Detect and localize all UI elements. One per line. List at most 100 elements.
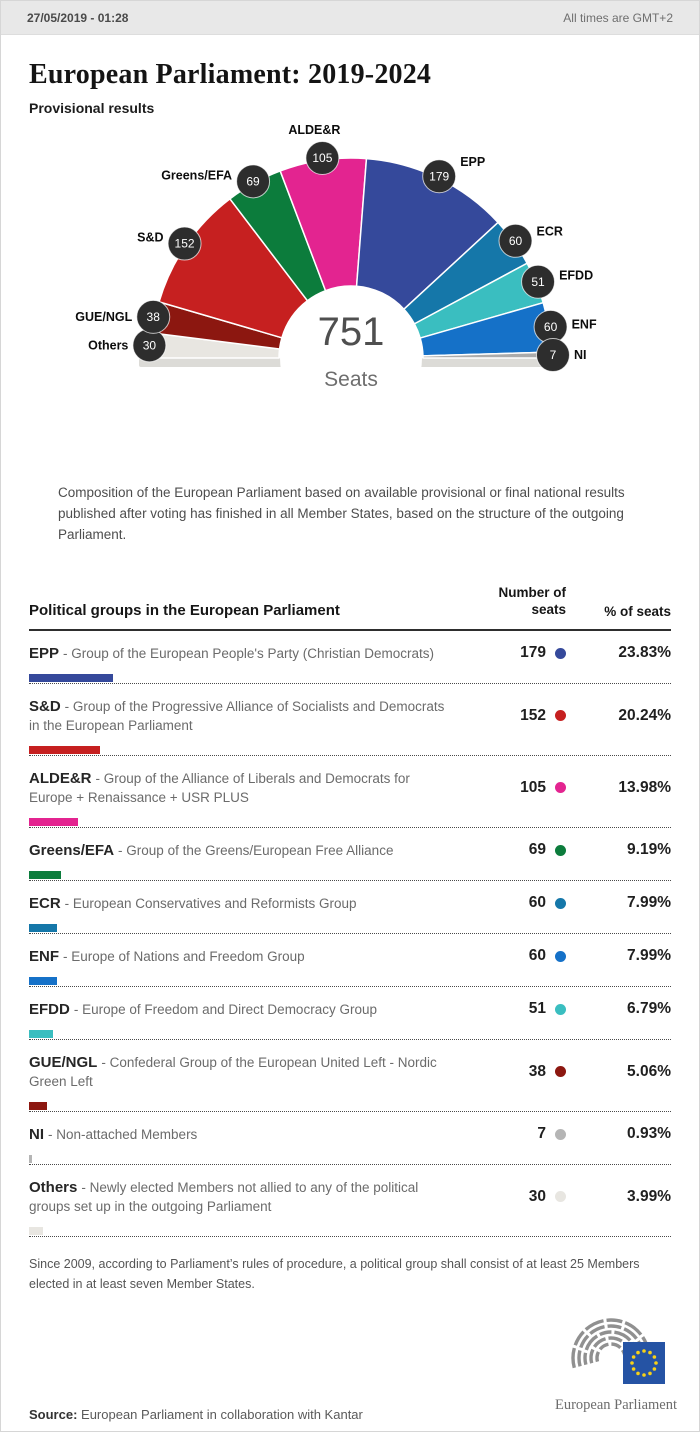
eu-star-icon <box>636 1371 640 1375</box>
col-header-groups: Political groups in the European Parliam… <box>29 601 340 619</box>
group-color-dot <box>555 1128 566 1140</box>
group-abbr: ALDE&R <box>29 769 92 787</box>
chart-badge-efdd <box>521 264 556 299</box>
group-color-dot <box>555 950 566 962</box>
group-abbr: ECR <box>29 894 61 912</box>
eu-star-icon <box>642 1348 646 1353</box>
table-row: Greens/EFA - Group of the Greens/European… <box>29 828 671 881</box>
group-percent: 23.83% <box>618 644 671 662</box>
group-color-dot <box>555 647 566 659</box>
group-color-dot <box>555 1191 566 1203</box>
table-row: ALDE&R - Group of the Alliance of Liberal… <box>29 756 671 828</box>
timezone-text: All times are GMT+2 <box>563 10 673 25</box>
group-description: - Confederal Group of the European Unite… <box>29 1054 437 1089</box>
chart-label-epp: EPP <box>460 155 485 169</box>
group-description: - Group of the Progressive Alliance of S… <box>29 698 445 733</box>
chart-label-gue-ngl: GUE/NGL <box>75 310 132 324</box>
group-description: - Group of the Greens/European Free Alli… <box>118 842 394 858</box>
group-color-dot <box>555 897 566 909</box>
ep-logo: European Parliament <box>555 1312 677 1414</box>
ep-logo-graphic <box>571 1318 665 1384</box>
hemicycle-chart: 30 Others 38 GUE/NGL 152 S&D 69 Greens/EFA 105 AL… <box>75 123 597 418</box>
table-row: ENF - Europe of Nations and Freedom Group… <box>29 934 671 987</box>
group-color-dot <box>555 844 566 856</box>
group-bar <box>29 976 58 985</box>
group-abbr: ENF <box>29 947 59 965</box>
chart-badge-value-greens-efa: 69 <box>246 175 260 189</box>
source-label: Source: <box>29 1406 78 1422</box>
chart-badge-value-epp: 179 <box>429 169 449 183</box>
chart-badge-value-efdd: 51 <box>531 275 545 289</box>
group-bar <box>29 673 114 682</box>
table-row: EPP - Group of the European People's Part… <box>29 631 671 684</box>
chart-label-alde-r: ALDE&R <box>288 123 340 137</box>
chart-inner-circle <box>280 287 422 418</box>
group-abbr: Greens/EFA <box>29 841 115 859</box>
chart-label-ecr: ECR <box>537 224 563 238</box>
group-abbr: NI <box>29 1125 44 1143</box>
group-seats: 179 <box>520 644 546 662</box>
wedge-epp <box>355 157 499 310</box>
chart-badge-greens-efa <box>236 164 271 199</box>
table-row: Others - Newly elected Members not allied… <box>29 1165 671 1237</box>
group-abbr: EPP <box>29 644 60 662</box>
page-subtitle: Provisional results <box>29 100 155 116</box>
group-description: - Group of the European People's Party (… <box>63 645 435 661</box>
group-bar <box>29 745 101 754</box>
source-text: European Parliament in collaboration wit… <box>81 1406 363 1422</box>
table-row: NI - Non-attached Members 7 0.93% <box>29 1112 671 1165</box>
chart-badge-value-ni: 7 <box>550 348 557 362</box>
european-parliament-wordmark: European Parliament <box>555 1396 677 1413</box>
group-color-dot <box>555 782 566 794</box>
chart-label-others: Others <box>88 338 128 352</box>
chart-badge-value-others: 30 <box>143 339 157 353</box>
col-header-seats: Number of seats <box>498 585 567 617</box>
datetime-text: 27/05/2019 - 01:28 <box>27 10 129 25</box>
group-seats: 30 <box>528 1187 546 1205</box>
group-description: - European Conservatives and Reformists … <box>64 895 357 911</box>
group-abbr: EFDD <box>29 1000 70 1018</box>
group-percent: 0.93% <box>627 1125 671 1143</box>
chart-badge-value-s-d: 152 <box>175 237 195 251</box>
group-bar <box>29 1154 33 1163</box>
chart-badge-epp <box>422 159 457 194</box>
group-percent: 7.99% <box>627 894 671 912</box>
eu-stars-icon <box>630 1348 658 1377</box>
group-seats: 152 <box>520 706 546 724</box>
group-description: - Newly elected Members not allied to an… <box>29 1179 419 1214</box>
eu-star-icon <box>652 1366 657 1371</box>
chart-badge-value-alde-r: 105 <box>312 151 332 165</box>
group-seats: 105 <box>520 778 546 796</box>
group-seats: 7 <box>537 1125 546 1143</box>
eu-star-icon <box>654 1360 658 1365</box>
page-title: European Parliament: 2019-2024 <box>29 59 432 90</box>
eu-star-icon <box>652 1354 657 1359</box>
logo-arc <box>595 1342 627 1362</box>
group-percent: 9.19% <box>627 841 671 859</box>
group-percent: 20.24% <box>618 706 671 724</box>
chart-label-ni: NI <box>574 348 587 362</box>
chart-badge-alde-r <box>305 141 340 176</box>
seats-total-label: Seats <box>324 368 378 391</box>
chart-badge-ecr <box>498 223 533 258</box>
group-percent: 5.06% <box>627 1062 671 1080</box>
table-row: EFDD - Europe of Freedom and Direct Democ… <box>29 987 671 1040</box>
group-abbr: GUE/NGL <box>29 1053 98 1071</box>
group-bar <box>29 870 62 879</box>
group-percent: 6.79% <box>627 1000 671 1018</box>
chart-badge-gue-ngl <box>136 299 171 334</box>
chart-label-greens-efa: Greens/EFA <box>161 168 232 182</box>
table-row: ECR - European Conservatives and Reformis… <box>29 881 671 934</box>
group-seats: 38 <box>528 1062 546 1080</box>
group-color-dot <box>555 1003 566 1015</box>
chart-label-enf: ENF <box>572 317 597 331</box>
group-percent: 13.98% <box>618 778 671 796</box>
col-header-percent: % of seats <box>604 603 671 619</box>
group-seats: 60 <box>528 894 546 912</box>
group-seats: 60 <box>528 947 546 965</box>
group-color-dot <box>555 710 566 722</box>
eu-star-icon <box>648 1350 652 1355</box>
group-bar <box>29 817 79 826</box>
chart-label-efdd: EFDD <box>559 269 593 283</box>
